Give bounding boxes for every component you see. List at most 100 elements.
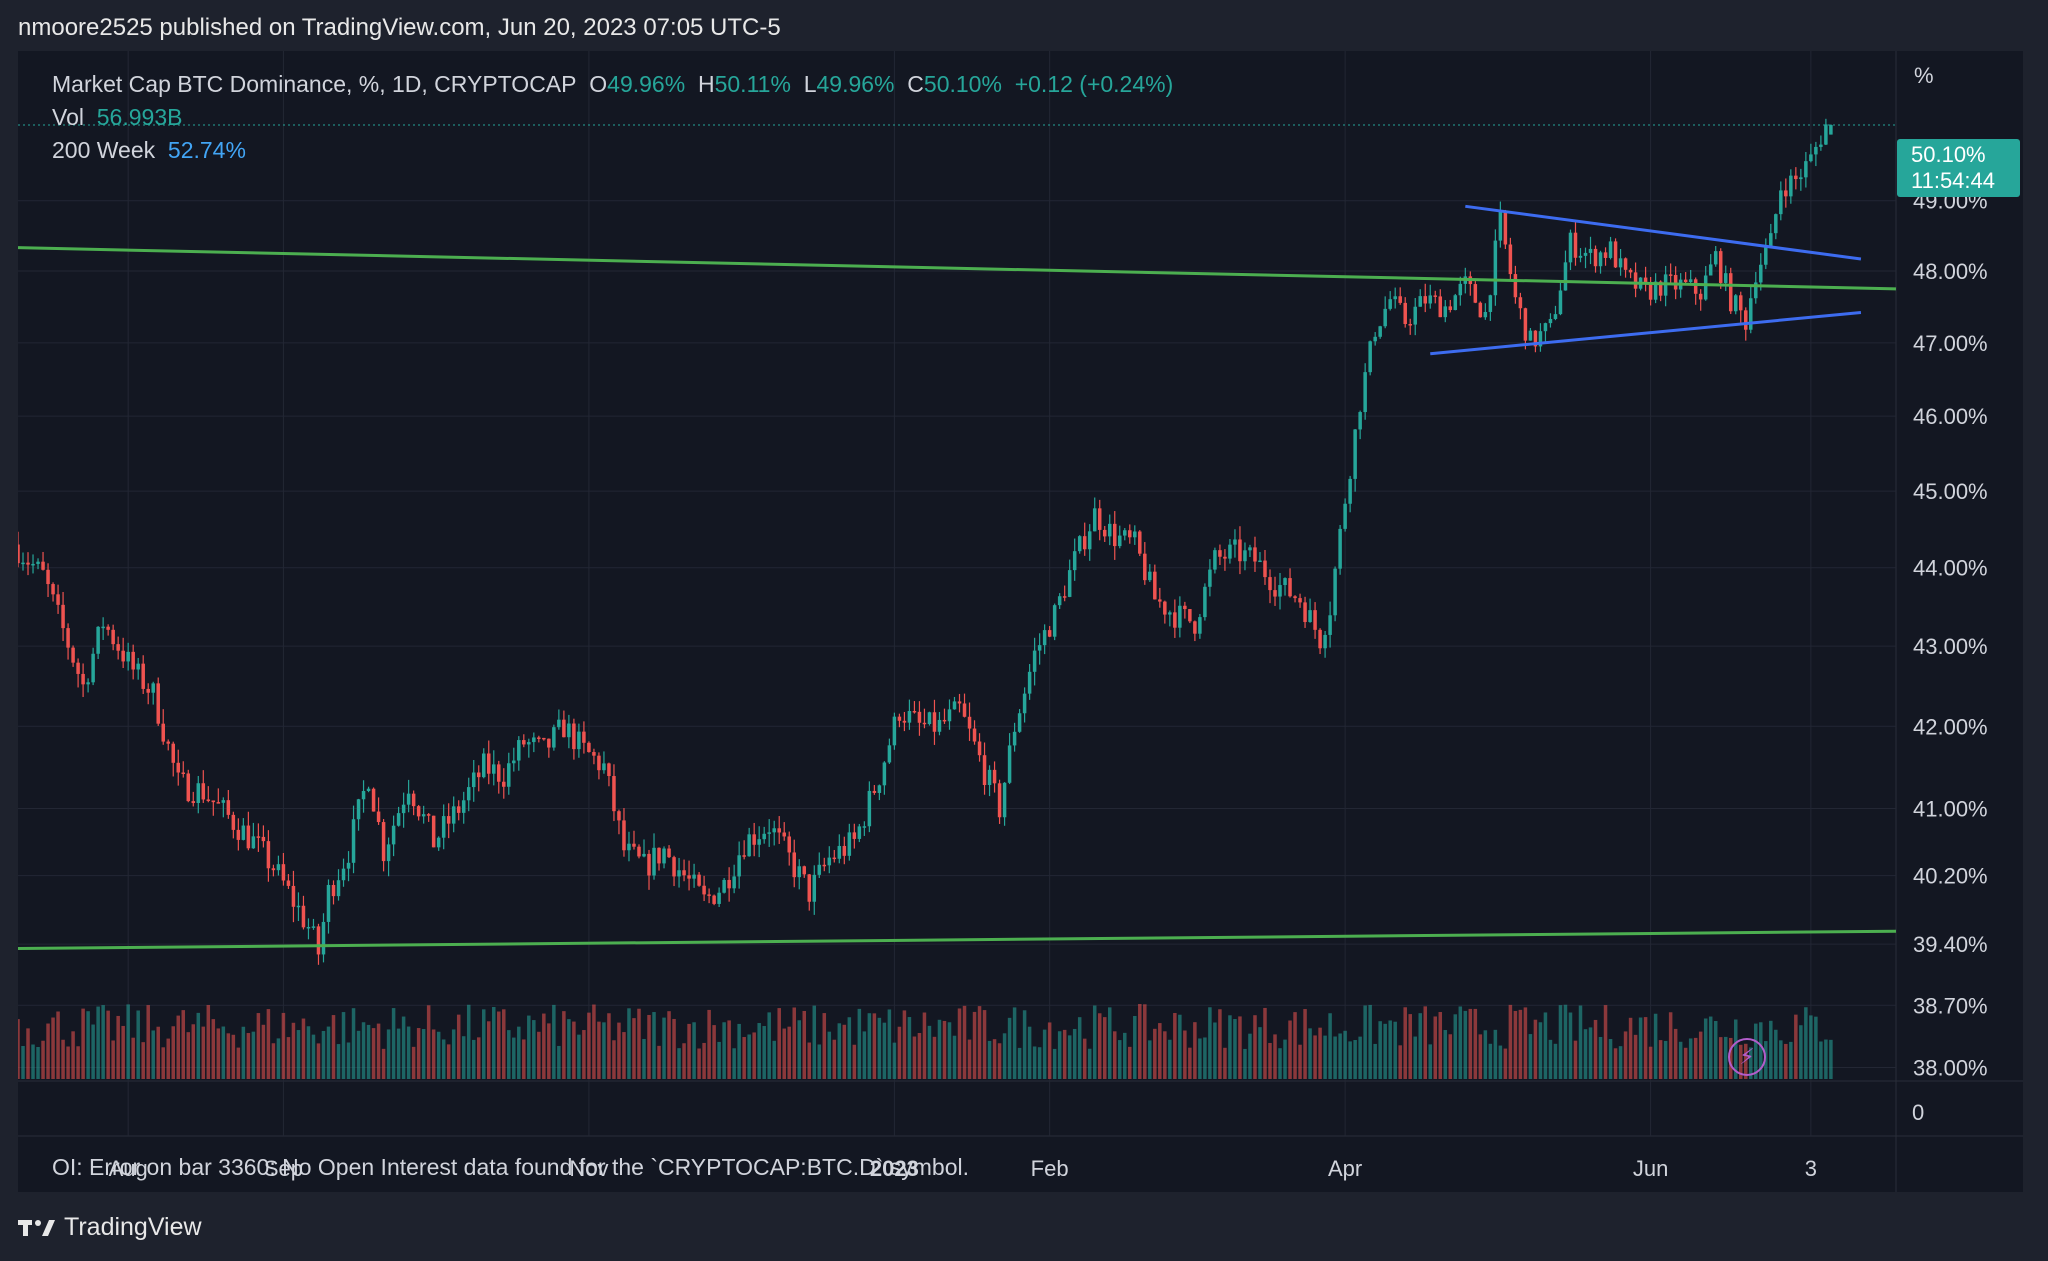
candle-body bbox=[932, 712, 937, 732]
volume-bar bbox=[1448, 1034, 1453, 1079]
volume-bar bbox=[181, 1010, 186, 1079]
candle-body bbox=[762, 833, 766, 840]
volume-bar bbox=[471, 1039, 476, 1079]
volume-bar bbox=[932, 1036, 937, 1079]
chart-frame[interactable]: 38.00% 38.70% 39.40% 40.20% 41.00% 42.00% 43.0… bbox=[18, 51, 2023, 1192]
footer-brand[interactable]: TradingView bbox=[18, 1213, 202, 1242]
candle-body bbox=[1128, 530, 1132, 538]
candle-body bbox=[1253, 547, 1257, 562]
candle-body bbox=[161, 723, 165, 742]
candle-body bbox=[256, 836, 261, 838]
volume-bar bbox=[1653, 1013, 1658, 1079]
volume-bar bbox=[612, 1040, 616, 1079]
volume-bar bbox=[1383, 1023, 1387, 1079]
volume-bar bbox=[1428, 1044, 1433, 1079]
candle-body bbox=[1643, 277, 1648, 284]
lower-support-line[interactable] bbox=[18, 929, 1897, 950]
volume-bar bbox=[1503, 1048, 1508, 1079]
candle-body bbox=[281, 864, 286, 881]
candle-body bbox=[982, 755, 987, 786]
volume-bar bbox=[667, 1011, 671, 1079]
lightning-icon[interactable]: ⚡ bbox=[1728, 1038, 1766, 1076]
candle-body bbox=[612, 776, 616, 812]
volume-bar bbox=[1123, 1032, 1127, 1079]
legend-symbol[interactable]: Market Cap BTC Dominance, %, 1D, CRYPTOC… bbox=[52, 71, 577, 97]
candle-body bbox=[376, 811, 381, 823]
volume-bar bbox=[1007, 1017, 1012, 1079]
volume-bar bbox=[637, 1008, 641, 1079]
volume-bar bbox=[236, 1047, 241, 1079]
candle-body bbox=[1258, 560, 1262, 563]
candle-body bbox=[1814, 146, 1818, 155]
volume-bar bbox=[642, 1038, 646, 1079]
volume-bar bbox=[1348, 1041, 1352, 1079]
volume-bar bbox=[436, 1031, 441, 1079]
candle-body bbox=[1799, 177, 1803, 180]
candle-body bbox=[587, 742, 591, 753]
volume-bar bbox=[562, 1011, 566, 1079]
candle-body bbox=[1613, 241, 1618, 268]
volume-bar bbox=[627, 1008, 631, 1079]
volume-bar bbox=[431, 1029, 436, 1079]
volume-bar bbox=[126, 1004, 130, 1079]
candle-body bbox=[512, 760, 516, 764]
volume-bar bbox=[1488, 1043, 1493, 1079]
candle-body bbox=[1178, 605, 1182, 628]
triangle-bottom-line[interactable] bbox=[1430, 310, 1862, 356]
upper-support-line[interactable] bbox=[18, 246, 1897, 291]
candle-body bbox=[316, 926, 321, 955]
candle-body bbox=[246, 825, 251, 849]
candle-body bbox=[1032, 650, 1037, 672]
candle-body bbox=[1809, 154, 1813, 162]
candle-body bbox=[231, 814, 236, 830]
volume-bar bbox=[186, 1032, 191, 1079]
volume-bar bbox=[1774, 1029, 1778, 1079]
volume-bar bbox=[777, 1008, 781, 1079]
candle-body bbox=[592, 752, 596, 756]
candle-body bbox=[1733, 295, 1738, 312]
volume-bar bbox=[502, 1009, 506, 1079]
candle-body bbox=[401, 804, 406, 814]
candle-body bbox=[1418, 296, 1422, 307]
volume-bar bbox=[156, 1026, 160, 1079]
volume-bar bbox=[426, 1005, 431, 1079]
volume-bar bbox=[1829, 1039, 1833, 1079]
candle-body bbox=[852, 832, 857, 839]
legend-ma[interactable]: 200 Week 52.74% bbox=[52, 137, 246, 164]
volume-bar bbox=[657, 1045, 661, 1079]
volume-bar bbox=[381, 1048, 386, 1079]
chart-svg[interactable]: 38.00% 38.70% 39.40% 40.20% 41.00% 42.00% 43.0… bbox=[18, 51, 2023, 1192]
volume-bar bbox=[1273, 1034, 1277, 1079]
candle-body bbox=[1718, 251, 1723, 283]
candle-body bbox=[1112, 523, 1117, 547]
candle-body bbox=[662, 848, 666, 864]
volume-bar bbox=[787, 1026, 791, 1079]
candle-body bbox=[1243, 550, 1247, 562]
volume-bar bbox=[647, 1014, 651, 1079]
legend-volume[interactable]: Vol 56.993B bbox=[52, 104, 182, 131]
candle-body bbox=[106, 626, 110, 630]
volume-bar bbox=[331, 1015, 336, 1079]
candle-body bbox=[21, 562, 25, 565]
triangle-top-line[interactable] bbox=[1465, 204, 1862, 261]
volume-bar bbox=[1268, 1042, 1272, 1079]
legend-main: Market Cap BTC Dominance, %, 1D, CRYPTOC… bbox=[52, 71, 1173, 98]
volume-bar bbox=[757, 1023, 761, 1079]
candle-body bbox=[917, 711, 922, 723]
candle-body bbox=[176, 762, 181, 773]
candle-body bbox=[1703, 275, 1708, 300]
candle-body bbox=[1273, 590, 1277, 597]
volume-bar bbox=[1032, 1046, 1037, 1079]
candle-body bbox=[647, 853, 651, 876]
candle-body bbox=[657, 847, 661, 864]
candle-body bbox=[1363, 372, 1367, 413]
volume-bar bbox=[1473, 1008, 1478, 1079]
candle-body bbox=[101, 626, 105, 629]
candle-body bbox=[1523, 308, 1528, 341]
candle-body bbox=[837, 845, 842, 859]
candle-body bbox=[331, 884, 336, 897]
candle-body bbox=[1653, 281, 1658, 300]
volume-bar bbox=[582, 1030, 586, 1079]
candle-body bbox=[537, 737, 541, 739]
candle-body bbox=[667, 848, 671, 858]
